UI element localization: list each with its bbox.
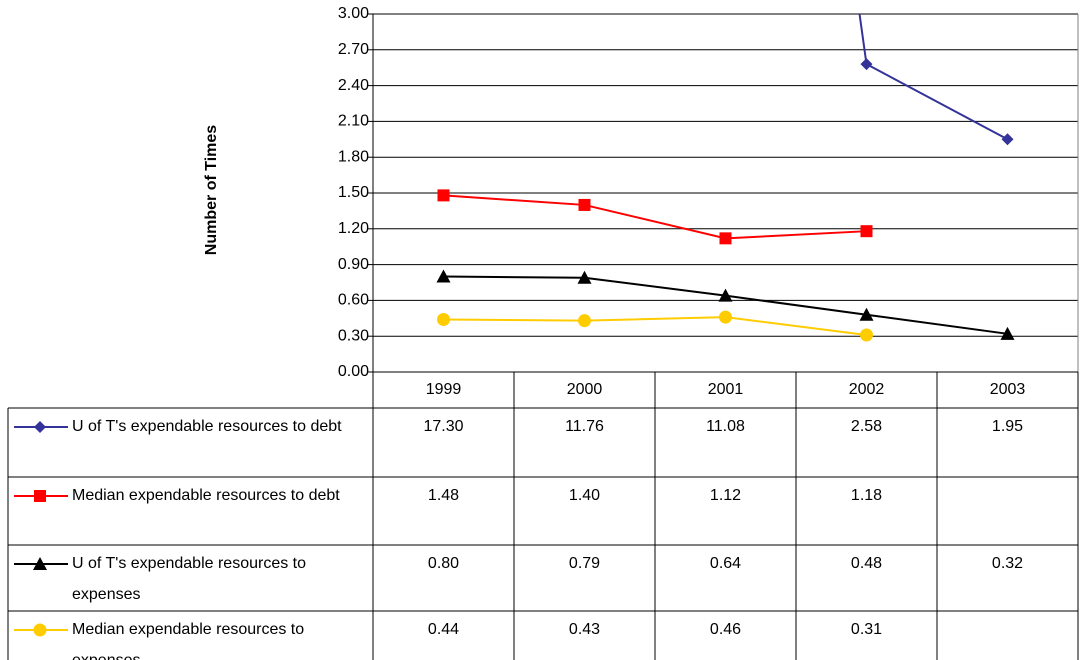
table-value: 0.64 <box>710 555 741 572</box>
marker <box>860 225 873 238</box>
table-value: 1.40 <box>569 487 600 504</box>
marker <box>34 421 46 433</box>
marker <box>437 189 450 202</box>
y-tick-label: 0.90 <box>338 256 369 273</box>
y-tick-label: 2.40 <box>338 77 369 94</box>
series-line <box>443 275 1008 335</box>
table-value: 0.44 <box>428 621 459 638</box>
table-value: 11.76 <box>565 418 604 435</box>
table-value: 0.46 <box>710 621 741 638</box>
x-tick-label: 2001 <box>708 381 744 398</box>
table-value: 0.48 <box>851 555 882 572</box>
y-tick-label: 1.80 <box>338 148 369 165</box>
y-tick-label: 0.60 <box>338 292 369 309</box>
table-value: 2.58 <box>851 418 882 435</box>
marker <box>437 312 450 326</box>
x-tick-label: 2002 <box>849 381 885 398</box>
marker <box>1001 133 1014 146</box>
marker <box>718 288 733 302</box>
marker <box>436 269 451 283</box>
y-tick-label: 1.50 <box>338 184 369 201</box>
table-value: 0.31 <box>851 621 882 638</box>
marker <box>1000 326 1015 340</box>
table-value: 17.30 <box>423 418 463 435</box>
y-tick-label: 2.70 <box>338 41 369 58</box>
y-axis-label: Number of Times <box>203 125 220 256</box>
series-line <box>443 316 867 336</box>
x-tick-label: 2003 <box>990 381 1026 398</box>
marker <box>34 490 46 502</box>
table-value: 1.18 <box>851 487 882 504</box>
x-tick-label: 2000 <box>567 381 603 398</box>
table-value: 0.80 <box>428 555 459 572</box>
legend-label: Median expendable resources to debt <box>72 487 340 504</box>
marker <box>578 198 591 211</box>
table-value: 0.43 <box>569 621 600 638</box>
marker <box>578 314 591 328</box>
y-tick-label: 0.00 <box>338 363 369 380</box>
y-tick-label: 0.30 <box>338 327 369 344</box>
series-line <box>858 14 1008 141</box>
y-tick-label: 1.20 <box>338 220 369 237</box>
table-value: 0.79 <box>569 555 600 572</box>
table-value: 0.32 <box>992 555 1023 572</box>
legend-label: U of T's expendable resources to debt <box>72 418 342 435</box>
marker <box>859 307 874 321</box>
marker <box>33 557 47 570</box>
marker <box>719 310 732 324</box>
marker <box>860 328 873 342</box>
table-value: 1.95 <box>992 418 1023 435</box>
marker <box>33 623 47 637</box>
marker <box>577 270 592 284</box>
x-tick-label: 1999 <box>426 381 462 398</box>
legend-label: U of T's expendable resources to expense… <box>72 555 306 603</box>
marker <box>719 232 732 245</box>
y-tick-label: 2.10 <box>338 113 369 130</box>
y-tick-label: 3.00 <box>338 5 369 22</box>
series-line <box>443 194 867 240</box>
table-value: 11.08 <box>706 418 745 435</box>
legend-label: Median expendable resources to expenses <box>72 621 305 660</box>
table-value: 1.12 <box>710 487 741 504</box>
table-value: 1.48 <box>428 487 459 504</box>
marker <box>860 58 873 71</box>
